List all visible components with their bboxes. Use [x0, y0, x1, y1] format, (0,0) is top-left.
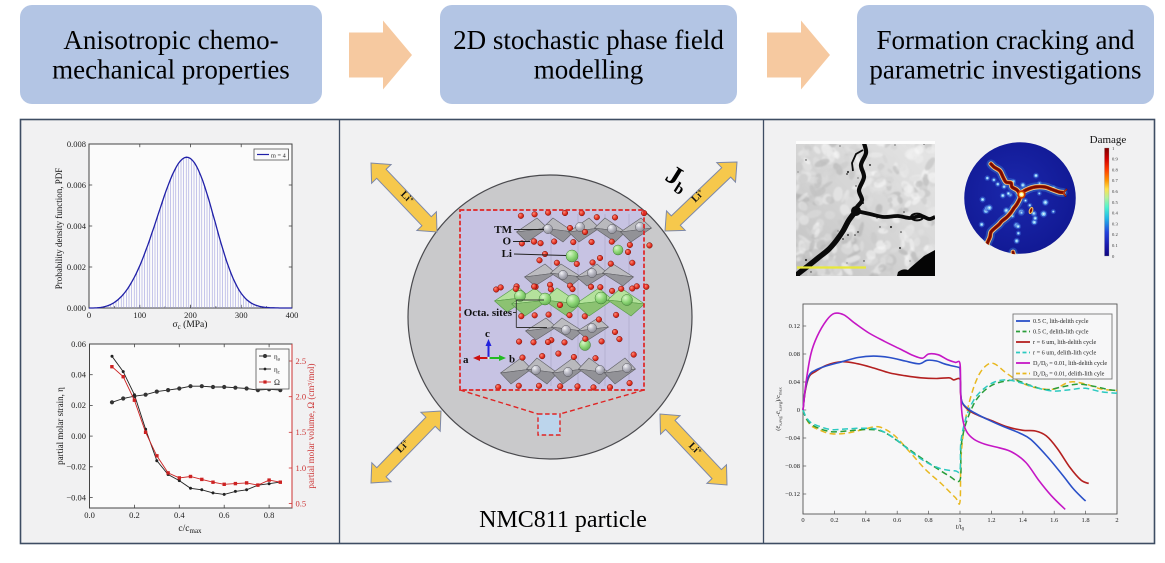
- svg-text:0: 0: [797, 407, 800, 414]
- svg-text:0.5: 0.5: [1112, 200, 1118, 205]
- svg-text:Ds/D0 = 0.01, delith-lith cyle: Ds/D0 = 0.01, delith-lith cyle: [1033, 371, 1105, 378]
- svg-text:TM: TM: [494, 224, 512, 236]
- svg-text:400: 400: [286, 310, 299, 320]
- svg-text:Formation cracking and: Formation cracking and: [877, 25, 1135, 55]
- svg-text:0.2: 0.2: [830, 517, 838, 524]
- svg-text:0: 0: [87, 310, 91, 320]
- svg-text:0.06: 0.06: [71, 339, 86, 349]
- svg-text:0.00: 0.00: [71, 431, 86, 441]
- svg-text:r = 6 um, delith-lith cycle: r = 6 um, delith-lith cycle: [1033, 350, 1097, 357]
- svg-text:Ω: Ω: [274, 378, 280, 387]
- svg-text:2D stochastic phase field: 2D stochastic phase field: [453, 25, 724, 55]
- svg-text:1.2: 1.2: [987, 517, 995, 524]
- svg-text:2: 2: [1115, 517, 1118, 524]
- svg-text:r = 6 um, lith-delith cycle: r = 6 um, lith-delith cycle: [1033, 339, 1097, 346]
- svg-text:0.8: 0.8: [264, 510, 275, 520]
- svg-text:−0.02: −0.02: [66, 462, 86, 472]
- svg-text:partial molar volume, Ω (cm³/m: partial molar volume, Ω (cm³/mol): [306, 363, 316, 488]
- svg-text:−0.04: −0.04: [66, 492, 86, 502]
- svg-text:c/cmax: c/cmax: [178, 524, 202, 535]
- svg-text:0.1: 0.1: [1112, 243, 1118, 248]
- svg-text:0.2: 0.2: [129, 510, 140, 520]
- svg-text:0.5: 0.5: [296, 498, 307, 508]
- svg-text:Li: Li: [502, 248, 512, 260]
- svg-text:a: a: [463, 354, 469, 366]
- svg-text:300: 300: [235, 310, 248, 320]
- svg-text:σc (MPa): σc (MPa): [173, 319, 208, 331]
- svg-text:0.9: 0.9: [1112, 157, 1118, 162]
- svg-text:Octa. sites: Octa. sites: [464, 307, 513, 319]
- svg-text:0.4: 0.4: [174, 510, 185, 520]
- svg-text:t/t0: t/t0: [956, 523, 965, 533]
- svg-text:mechanical properties: mechanical properties: [52, 55, 290, 85]
- svg-text:0.4: 0.4: [1112, 211, 1118, 216]
- svg-text:0.5 C, delith-lith cycle: 0.5 C, delith-lith cycle: [1033, 329, 1089, 336]
- svg-text:1.4: 1.4: [1019, 517, 1028, 524]
- svg-text:Anisotropic chemo-: Anisotropic chemo-: [63, 25, 278, 55]
- svg-text:partial molar strain, η: partial molar strain, η: [55, 387, 65, 465]
- svg-text:ηa: ηa: [274, 353, 281, 363]
- svg-text:−0.12: −0.12: [785, 491, 800, 498]
- svg-text:0.02: 0.02: [71, 400, 86, 410]
- svg-text:b: b: [509, 354, 515, 366]
- svg-text:0.004: 0.004: [67, 221, 87, 231]
- svg-text:m = 4: m = 4: [271, 153, 287, 160]
- svg-text:0.0: 0.0: [84, 510, 95, 520]
- svg-text:0.6: 0.6: [219, 510, 230, 520]
- svg-text:0.8: 0.8: [1112, 167, 1118, 172]
- svg-text:0.08: 0.08: [789, 351, 800, 358]
- svg-text:0.006: 0.006: [67, 180, 86, 190]
- svg-text:0.4: 0.4: [862, 517, 871, 524]
- svg-text:0.7: 0.7: [1112, 178, 1118, 183]
- svg-text:1: 1: [958, 517, 961, 524]
- svg-text:ηc: ηc: [274, 366, 281, 376]
- svg-text:1.8: 1.8: [1082, 517, 1090, 524]
- svg-text:1.6: 1.6: [1050, 517, 1059, 524]
- svg-text:0.8: 0.8: [925, 517, 933, 524]
- svg-text:1.5: 1.5: [296, 427, 307, 437]
- svg-text:2.5: 2.5: [296, 356, 307, 366]
- svg-text:0.008: 0.008: [67, 139, 86, 149]
- svg-text:Damage: Damage: [1090, 134, 1127, 146]
- svg-text:c: c: [485, 328, 490, 340]
- svg-text:Probability density function,: Probability density function, PDF: [54, 168, 64, 290]
- svg-text:Ds/D0 = 0.01, lith-delith cycl: Ds/D0 = 0.01, lith-delith cycle: [1033, 360, 1107, 367]
- svg-text:2.0: 2.0: [296, 392, 307, 402]
- svg-text:100: 100: [133, 310, 146, 320]
- svg-text:0.6: 0.6: [1112, 189, 1118, 194]
- svg-text:0: 0: [1112, 254, 1115, 259]
- svg-text:0.002: 0.002: [67, 262, 86, 272]
- svg-text:0.12: 0.12: [789, 323, 800, 330]
- svg-text:(c̄s,avg-c̄s,avg)/cmax: (c̄s,avg-c̄s,avg)/cmax: [775, 387, 784, 431]
- svg-text:0.04: 0.04: [71, 370, 87, 380]
- svg-text:NMC811 particle: NMC811 particle: [479, 507, 647, 533]
- svg-text:0.000: 0.000: [67, 303, 86, 313]
- svg-text:O: O: [502, 236, 511, 248]
- svg-text:0.2: 0.2: [1112, 232, 1118, 237]
- svg-text:parametric investigations: parametric investigations: [869, 55, 1141, 85]
- svg-text:200: 200: [184, 310, 197, 320]
- svg-text:−0.08: −0.08: [785, 463, 800, 470]
- svg-text:0.04: 0.04: [789, 379, 801, 386]
- svg-text:0: 0: [801, 517, 804, 524]
- svg-text:1.0: 1.0: [296, 463, 307, 473]
- svg-text:0.5 C, lith-delith cycle: 0.5 C, lith-delith cycle: [1033, 318, 1089, 325]
- svg-text:−0.04: −0.04: [785, 435, 801, 442]
- svg-text:0.3: 0.3: [1112, 221, 1118, 226]
- svg-text:1: 1: [1112, 146, 1115, 151]
- svg-text:0.6: 0.6: [893, 517, 902, 524]
- svg-text:modelling: modelling: [534, 55, 644, 85]
